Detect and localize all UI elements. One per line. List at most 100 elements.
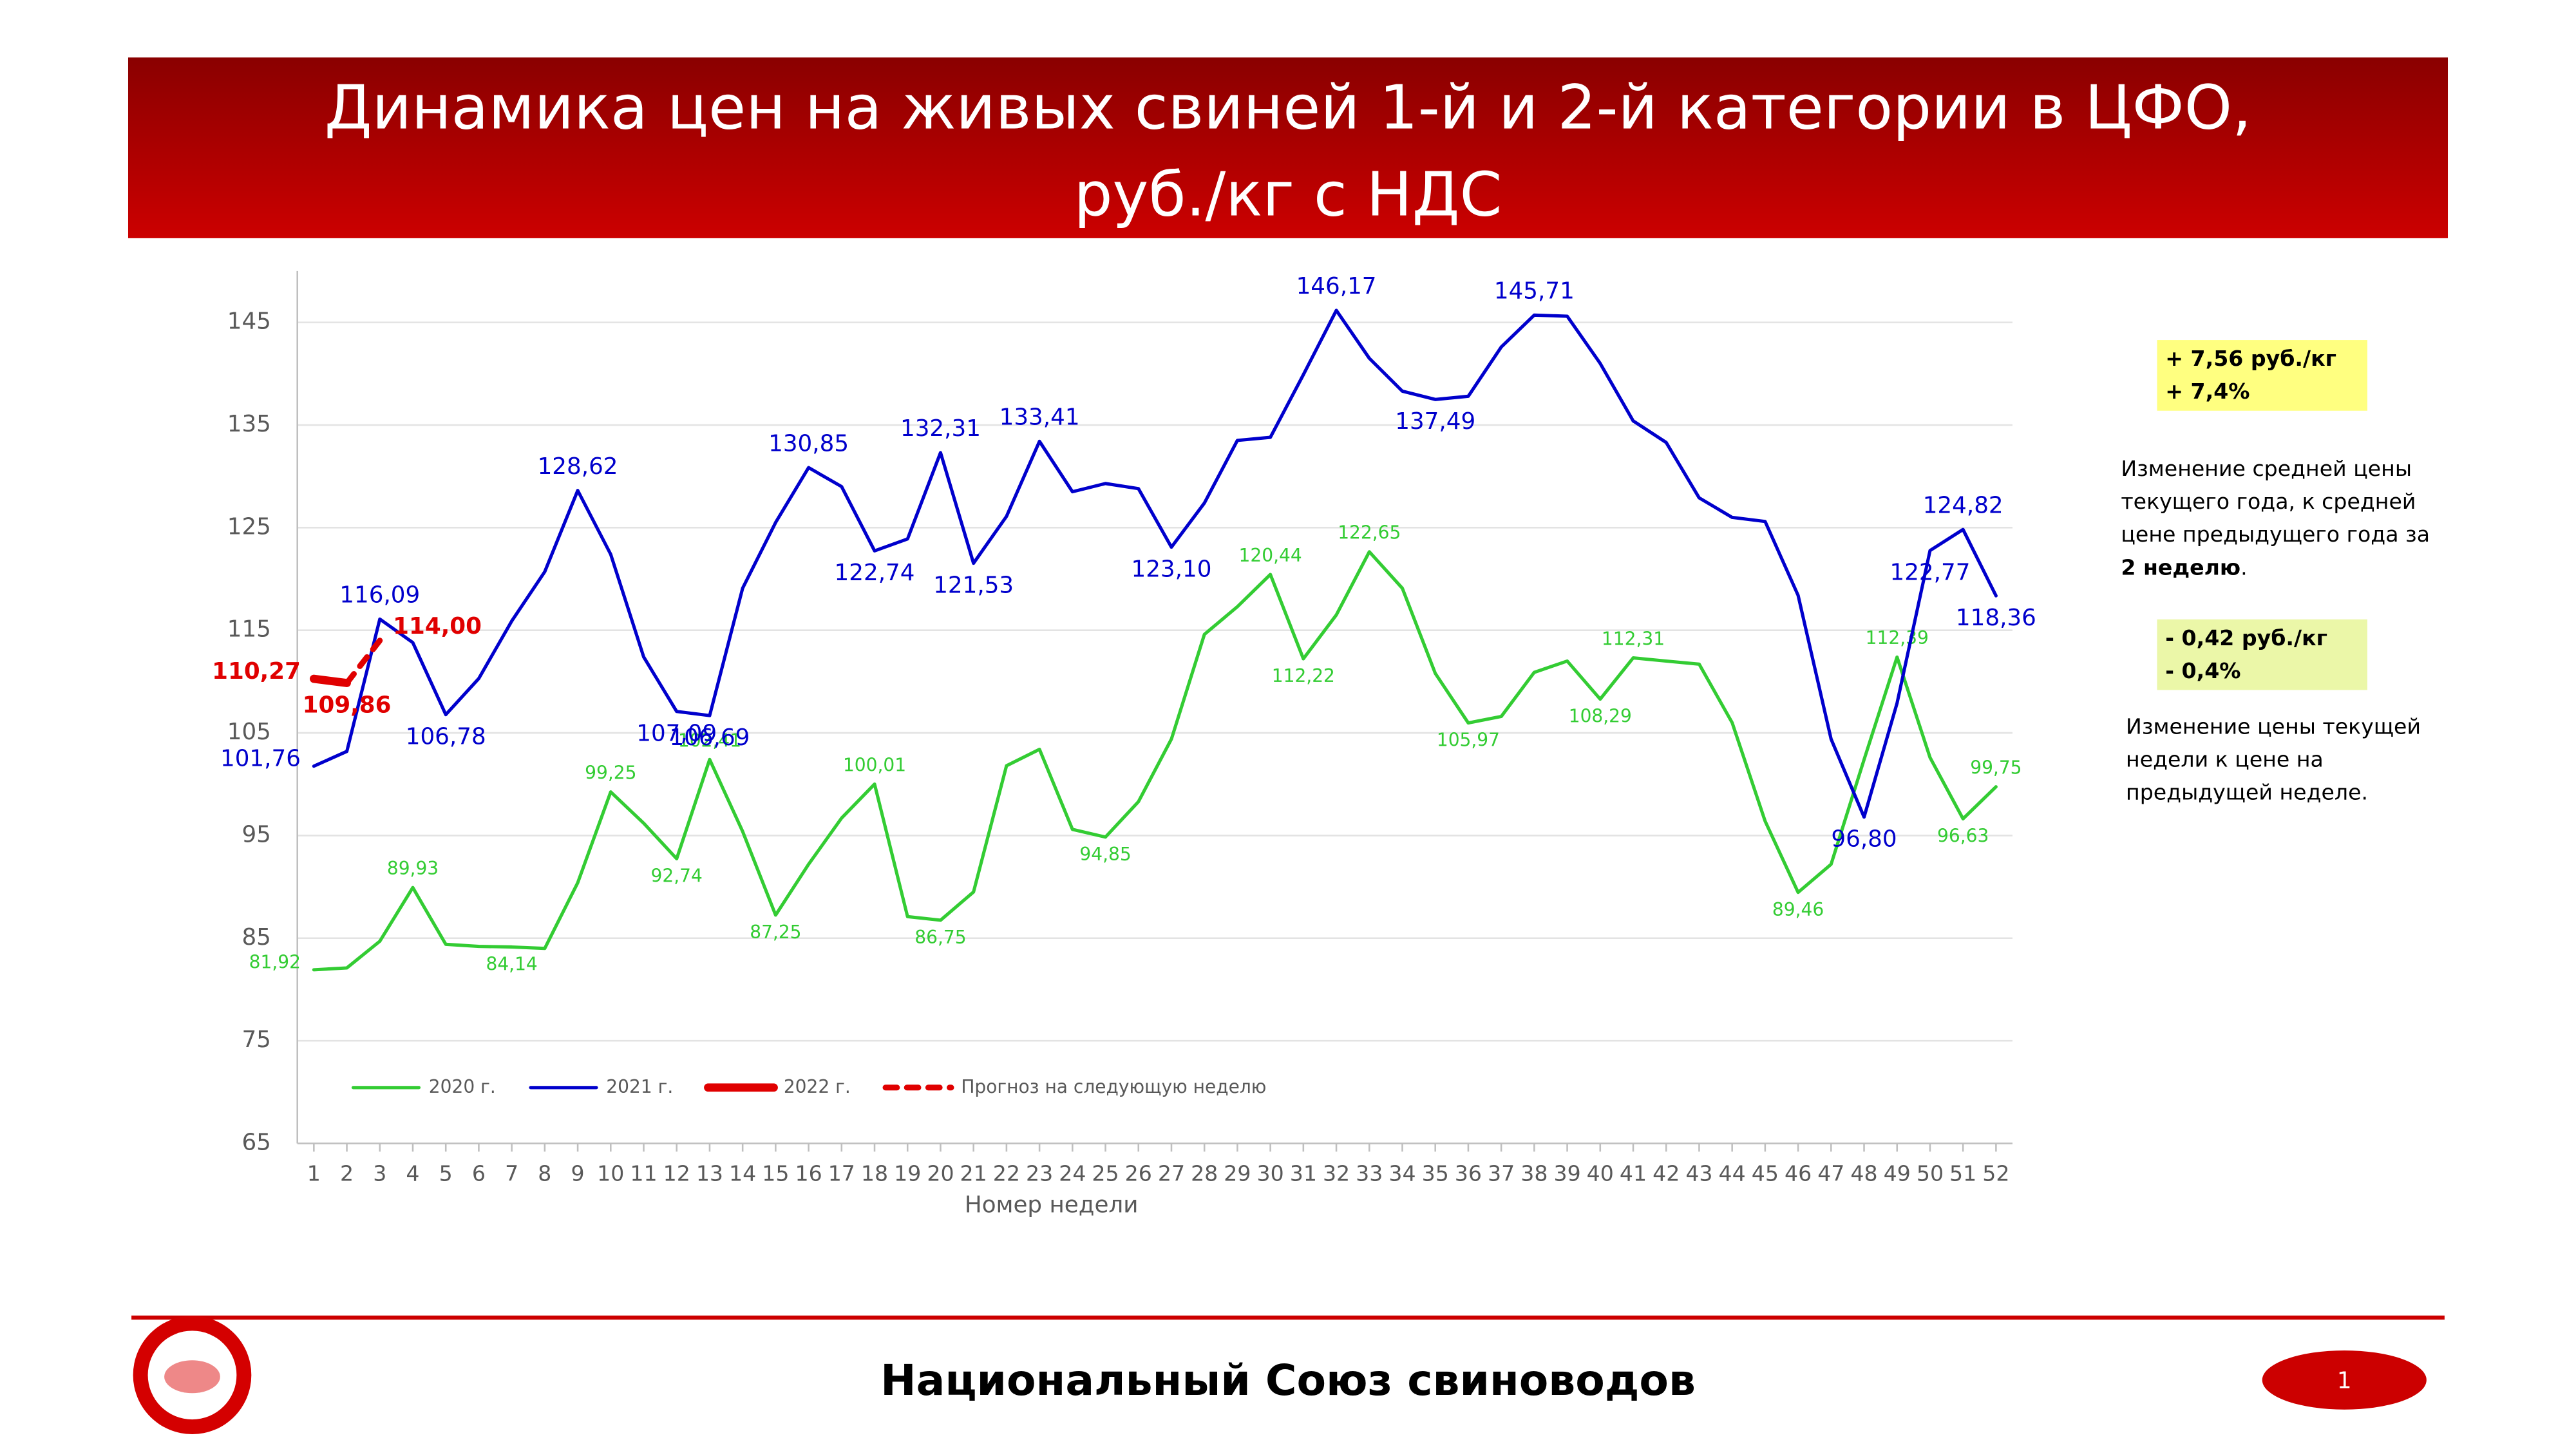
x-tick-label: 33 — [1356, 1160, 1383, 1186]
x-tick-label: 47 — [1817, 1160, 1844, 1186]
data-label: 109,86 — [303, 692, 392, 718]
x-tick-label: 8 — [538, 1160, 551, 1186]
x-tick-label: 22 — [993, 1160, 1020, 1186]
title-line: Динамика цен на живых свиней 1-й и 2-й к… — [325, 72, 2251, 143]
data-label: 112,22 — [1272, 665, 1335, 687]
x-tick-label: 40 — [1587, 1160, 1614, 1186]
x-tick-label: 41 — [1620, 1160, 1647, 1186]
y-tick-label: 115 — [227, 616, 271, 643]
x-tick-label: 39 — [1553, 1160, 1580, 1186]
footer-title: Национальный Союз свиноводов — [880, 1355, 1696, 1405]
x-tick-label: 4 — [406, 1160, 419, 1186]
data-label: 110,27 — [212, 658, 301, 685]
data-label: 96,80 — [1831, 826, 1897, 852]
data-label: 81,92 — [249, 952, 301, 973]
data-label: 120,44 — [1239, 545, 1302, 566]
x-tick-label: 29 — [1224, 1160, 1251, 1186]
x-axis-label: Номер недели — [965, 1191, 1139, 1218]
data-label: 100,01 — [843, 755, 906, 776]
x-tick-label: 19 — [894, 1160, 921, 1186]
x-tick-label: 24 — [1059, 1160, 1086, 1186]
series-line — [309, 674, 351, 687]
y-tick-label: 135 — [227, 411, 271, 437]
data-label: 114,00 — [393, 613, 482, 639]
y-tick-label: 125 — [227, 513, 271, 540]
x-tick-label: 35 — [1422, 1160, 1449, 1186]
data-label: 87,25 — [750, 922, 801, 943]
x-tick-label: 10 — [597, 1160, 624, 1186]
legend-label: 2020 г. — [429, 1076, 496, 1097]
data-label: 112,31 — [1602, 628, 1665, 649]
data-label: 128,62 — [538, 453, 618, 480]
x-tick-label: 17 — [828, 1160, 855, 1186]
x-tick-label: 21 — [960, 1160, 987, 1186]
x-tick-label: 44 — [1719, 1160, 1746, 1186]
note-tail: . — [2240, 554, 2248, 580]
series-line — [312, 308, 1998, 819]
x-tick-label: 45 — [1752, 1160, 1779, 1186]
header-band — [128, 57, 2448, 238]
x-tick-label: 12 — [663, 1160, 690, 1186]
note-text: недели к цене на — [2126, 747, 2324, 772]
x-tick-label: 7 — [505, 1160, 518, 1186]
title-line: руб./кг с НДС — [1074, 160, 1502, 231]
data-label: 122,65 — [1338, 522, 1401, 544]
data-label: 101,76 — [220, 745, 301, 772]
y-tick-label: 75 — [242, 1027, 270, 1053]
x-tick-label: 37 — [1488, 1160, 1515, 1186]
x-tick-label: 11 — [630, 1160, 657, 1186]
y-tick-label: 95 — [242, 821, 270, 848]
data-label: 107,09 — [636, 720, 717, 746]
x-tick-label: 28 — [1191, 1160, 1218, 1186]
data-label: 112,39 — [1866, 627, 1929, 649]
legend-label: 2022 г. — [784, 1076, 851, 1097]
data-label: 99,75 — [1970, 757, 2022, 779]
data-label: 124,82 — [1923, 492, 2003, 518]
x-tick-label: 16 — [795, 1160, 822, 1186]
x-tick-label: 2 — [340, 1160, 354, 1186]
x-tick-label: 1 — [307, 1160, 321, 1186]
x-tick-label: 51 — [1949, 1160, 1976, 1186]
note-text: цене предыдущего года за — [2121, 522, 2430, 547]
note-value: - 0,42 руб./кг — [2165, 625, 2327, 650]
data-label: 102,41 — [678, 730, 741, 751]
data-label: 145,71 — [1494, 278, 1575, 305]
data-label: 121,53 — [933, 572, 1014, 598]
data-label: 106,78 — [406, 723, 486, 750]
data-label: 106,69 — [669, 724, 750, 751]
data-label: 94,85 — [1079, 844, 1131, 865]
x-tick-label: 9 — [571, 1160, 585, 1186]
data-label: 84,14 — [486, 954, 537, 975]
data-label: 92,74 — [651, 865, 703, 886]
x-tick-label: 42 — [1653, 1160, 1680, 1186]
x-tick-label: 34 — [1388, 1160, 1416, 1186]
data-label: 146,17 — [1296, 273, 1377, 299]
x-tick-label: 50 — [1917, 1160, 1944, 1186]
x-tick-label: 15 — [762, 1160, 789, 1186]
x-tick-label: 36 — [1455, 1160, 1482, 1186]
x-tick-label: 32 — [1323, 1160, 1350, 1186]
legend-label: Прогноз на следующую неделю — [961, 1076, 1266, 1097]
logo — [133, 1316, 252, 1435]
data-label: 118,36 — [1956, 605, 2036, 631]
note-text: текущего года, к средней — [2121, 489, 2416, 514]
data-label: 89,46 — [1772, 899, 1824, 920]
x-tick-label: 31 — [1290, 1160, 1317, 1186]
x-tick-label: 5 — [439, 1160, 453, 1186]
note-bold: 2 неделю — [2121, 554, 2240, 580]
data-label: 86,75 — [914, 927, 966, 948]
x-tick-label: 14 — [729, 1160, 756, 1186]
note-text: Изменение цены текущей — [2126, 714, 2421, 739]
note-value: + 7,4% — [2165, 379, 2249, 404]
data-label: 123,10 — [1132, 556, 1212, 582]
legend-label: 2021 г. — [606, 1076, 673, 1097]
page-number: 1 — [2337, 1367, 2352, 1394]
data-label: 108,29 — [1569, 706, 1632, 727]
data-label: 122,74 — [835, 560, 915, 586]
data-label: 105,97 — [1437, 730, 1500, 751]
note-text: предыдущей неделе. — [2126, 780, 2368, 805]
x-tick-label: 25 — [1092, 1160, 1119, 1186]
x-tick-label: 26 — [1125, 1160, 1152, 1186]
